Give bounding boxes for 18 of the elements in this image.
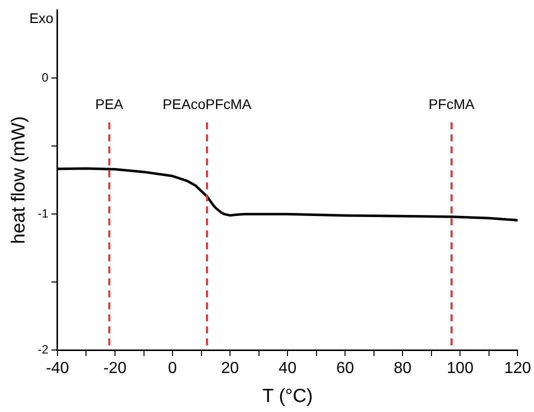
ref-line-label: PEAcoPFcMA [162,96,252,112]
x-tick-label: 60 [336,360,354,378]
y-axis-title: heat flow (mW) [8,116,30,244]
x-tick-label: 100 [446,360,474,378]
ref-line-label: PEA [95,96,124,112]
text: Exo [29,10,54,26]
x-tick-label: 80 [394,360,412,378]
x-tick-label: 120 [504,360,532,378]
x-tick-label: 0 [168,360,178,378]
x-tick-label: 20 [221,360,240,378]
y-tick-label: 0 [42,70,49,84]
x-tick-label: 40 [278,360,297,378]
x-tick-label: -20 [103,360,127,378]
ref-line-label: PFcMA [428,96,476,112]
y-tick-label: -1 [38,206,49,220]
x-tick-label: -40 [46,360,70,378]
y-tick-label: -2 [38,342,49,356]
x-axis-title: T (°C) [262,386,313,407]
